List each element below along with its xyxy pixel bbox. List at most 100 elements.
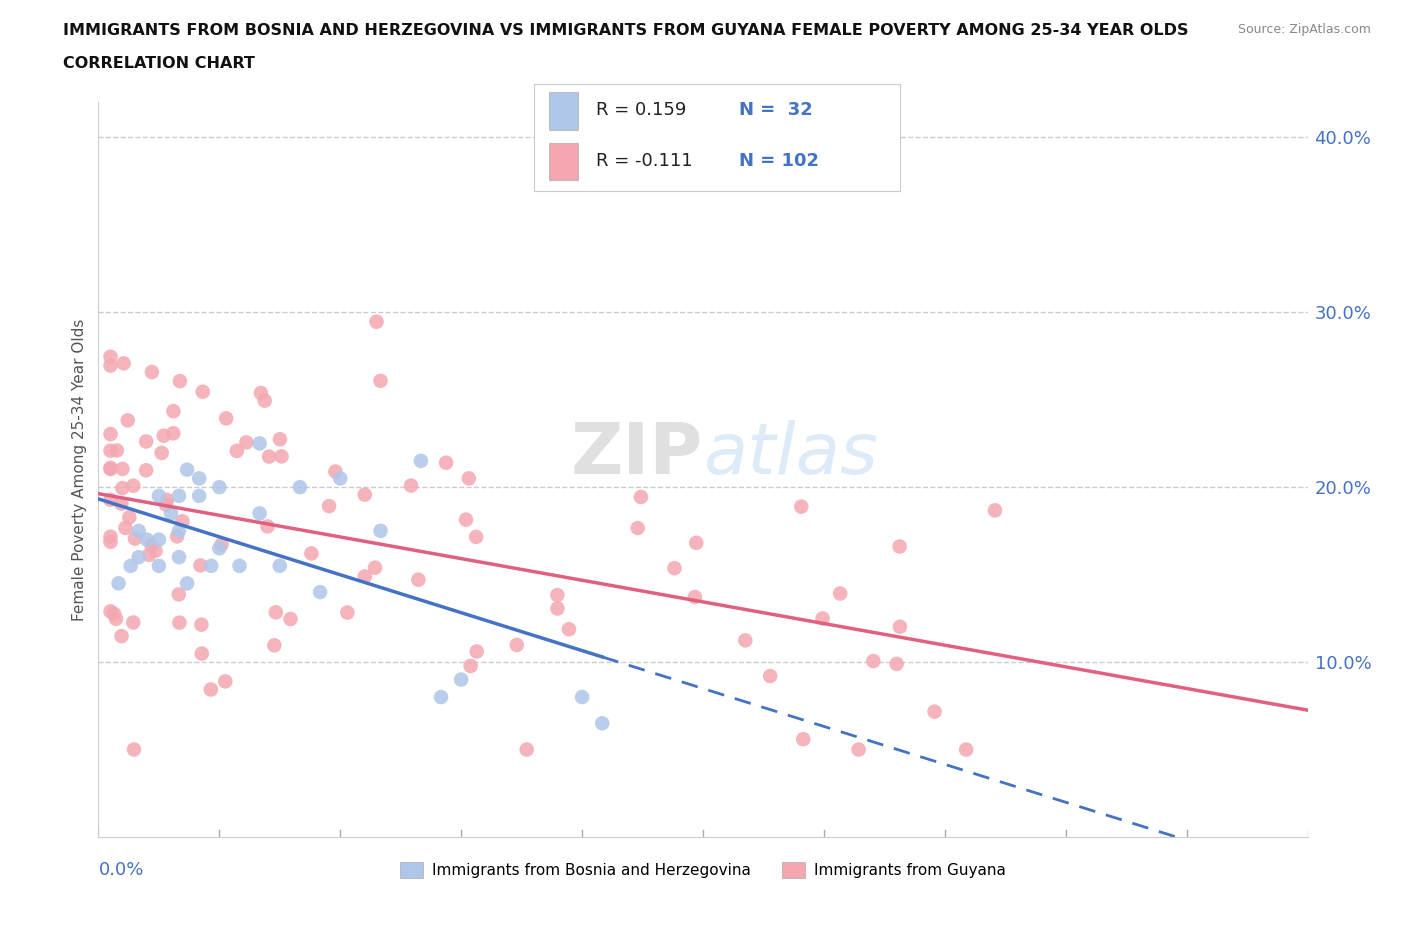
Point [434,456,457,471]
Point [630,489,652,504]
Text: CORRELATION CHART: CORRELATION CHART [63,56,254,71]
Point [167,488,190,503]
Point [454,512,477,527]
Point [200,682,222,697]
Point [162,404,184,418]
Point [122,478,145,493]
Text: IMMIGRANTS FROM BOSNIA AND HERZEGOVINA VS IMMIGRANTS FROM GUYANA FEMALE POVERTY : IMMIGRANTS FROM BOSNIA AND HERZEGOVINA V… [63,23,1188,38]
Point [162,426,184,441]
Point [506,637,529,652]
Point [100,460,122,475]
Point [141,365,163,379]
Point [430,690,453,705]
Point [145,543,167,558]
Text: 0.0%: 0.0% [98,860,143,879]
Text: N = 102: N = 102 [740,152,818,169]
Point [225,444,247,458]
Point [172,513,194,528]
Point [148,558,170,573]
Point [465,529,488,544]
Text: ZIP: ZIP [571,420,703,489]
Point [955,742,977,757]
Point [759,669,782,684]
Legend: Immigrants from Bosnia and Herzegovina, Immigrants from Guyana: Immigrants from Bosnia and Herzegovina, … [394,857,1012,884]
Point [150,445,173,460]
FancyBboxPatch shape [548,142,578,180]
Point [103,606,125,621]
Point [664,561,686,576]
Point [450,672,472,687]
Point [848,742,870,757]
Point [228,558,250,573]
Point [148,488,170,503]
Point [830,586,852,601]
Point [100,529,122,544]
Point [107,576,129,591]
Point [100,444,122,458]
Point [683,590,706,604]
Point [353,487,375,502]
Point [122,742,145,757]
Text: N =  32: N = 32 [740,101,813,119]
Point [188,488,211,503]
Point [190,618,212,632]
Point [214,674,236,689]
Point [253,393,276,408]
Point [135,532,157,547]
Point [141,538,163,552]
Point [792,732,814,747]
Point [790,499,813,514]
Point [104,611,127,626]
Point [409,454,432,469]
Point [270,449,292,464]
Point [117,413,139,428]
Point [167,550,190,565]
Point [364,560,387,575]
Point [169,616,191,631]
Point [591,716,613,731]
Point [188,471,211,485]
Point [111,481,134,496]
Point [862,654,884,669]
Point [105,443,128,458]
Point [889,619,911,634]
Point [176,576,198,591]
Point [299,546,322,561]
Point [155,498,177,512]
Point [886,657,908,671]
Point [325,464,347,479]
Point [924,704,946,719]
Y-axis label: Female Poverty Among 25-34 Year Olds: Female Poverty Among 25-34 Year Olds [72,318,87,621]
Point [889,539,911,554]
Point [734,633,756,648]
Point [546,588,568,603]
Point [122,615,145,630]
Point [135,434,157,449]
Point [318,498,340,513]
Point [269,432,291,446]
Point [191,646,214,661]
Point [269,558,291,573]
Point [263,638,285,653]
Point [166,529,188,544]
Point [336,605,359,620]
Point [250,386,273,401]
Point [176,462,198,477]
Text: R = -0.111: R = -0.111 [596,152,693,169]
Text: atlas: atlas [703,420,877,489]
Point [546,601,568,616]
Point [249,436,271,451]
Point [408,572,430,587]
Point [465,644,488,659]
Point [128,550,150,565]
Point [114,521,136,536]
Point [111,461,134,476]
Point [685,536,707,551]
Point [516,742,538,757]
Point [366,314,388,329]
Point [100,492,122,507]
Point [152,428,174,443]
Point [256,519,278,534]
Point [280,612,302,627]
Point [156,493,179,508]
